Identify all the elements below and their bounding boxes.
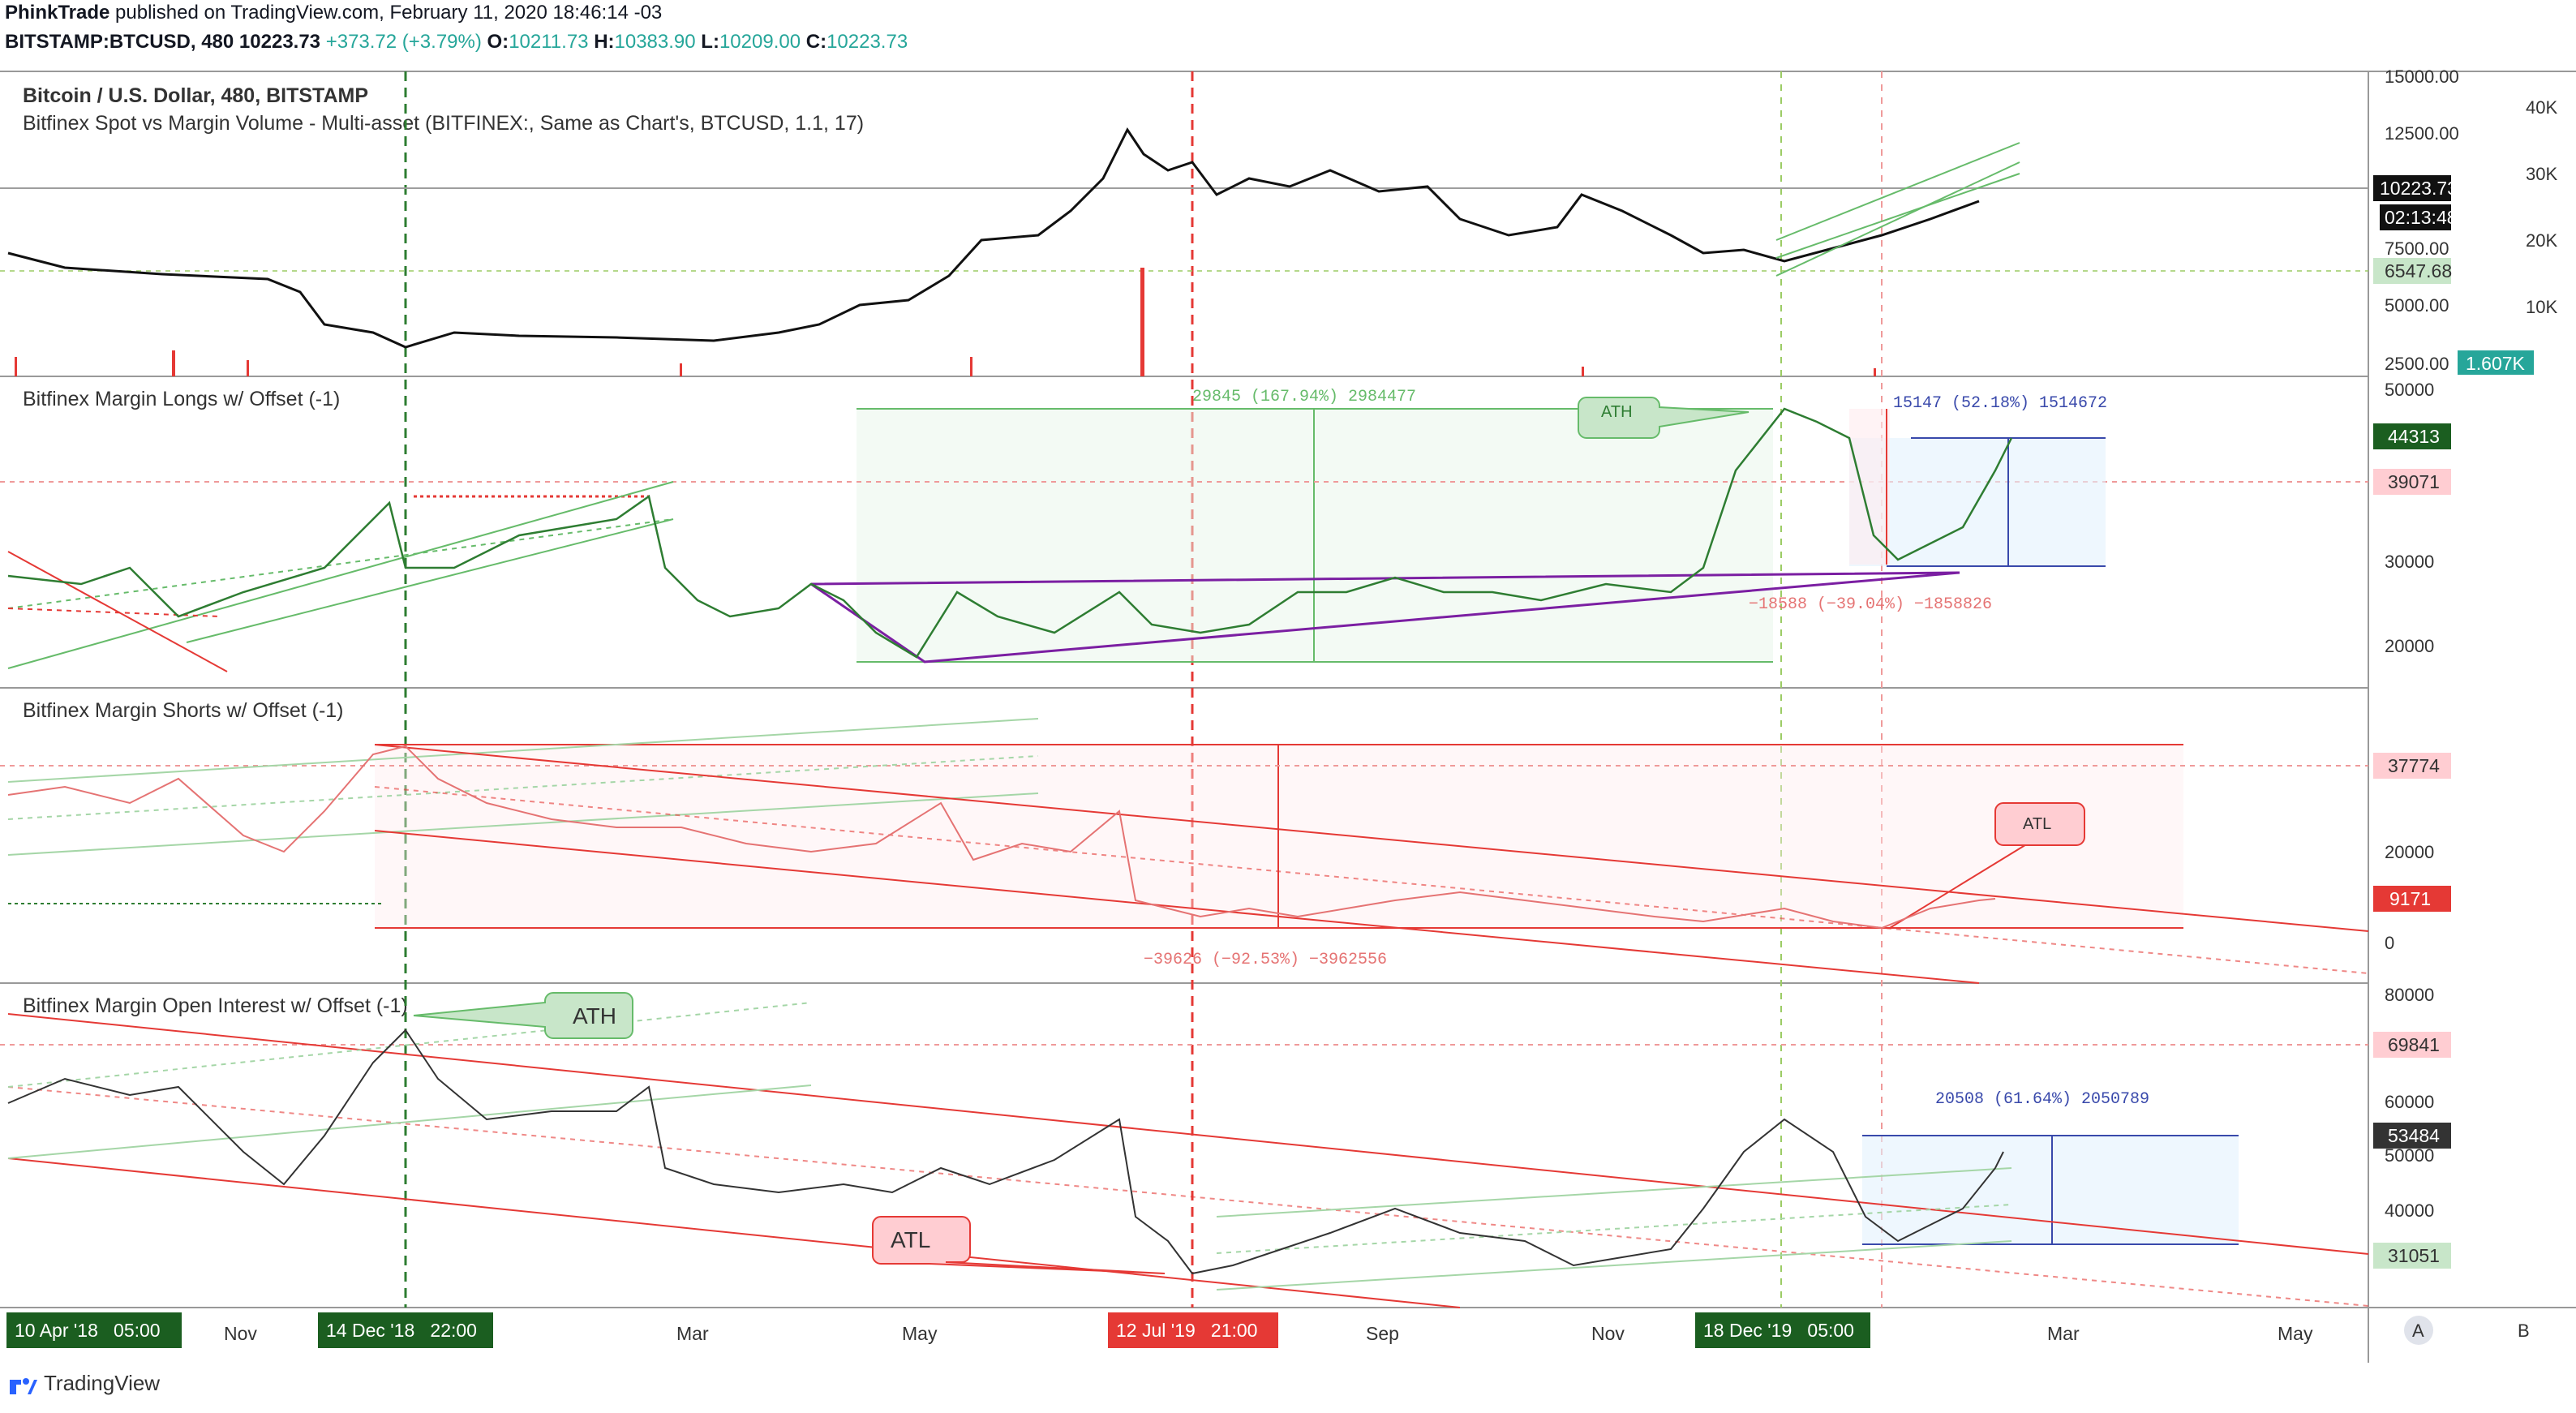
close-label: C: [805,31,827,53]
high-value: 10383.90 [614,31,696,53]
shorts-tick-20000: 20000 [2385,842,2434,862]
price-tick-15000: 15000.00 [2385,67,2459,87]
longs-tick-20000: 20000 [2385,636,2434,656]
time-tick-mar-20: Mar [2047,1323,2080,1344]
longs-ath-text: ATH [1601,403,1633,421]
scale-button-a-label: A [2412,1321,2424,1341]
longs-down-label: −18588 (−39.04%) −1858826 [1749,595,1992,614]
longs-up-label: 15147 (52.18%) 1514672 [1893,394,2107,413]
oi-line [7,1029,2004,1275]
oi-atl-text: ATL [891,1227,930,1252]
price-tick-12500: 12500.00 [2385,123,2459,144]
callout-oi-ath[interactable] [413,992,633,1039]
time-marker-apr-18: 10 Apr '18 05:00 [15,1320,161,1341]
time-marker-dec-19: 18 Dec '19 05:00 [1703,1320,1854,1341]
shorts-line [7,745,1996,930]
longs-value-label: 44313 [2388,426,2440,447]
price-tick-7500: 7500.00 [2385,238,2449,259]
pane-subtitle-volume: Bitfinex Spot vs Margin Volume - Multi-a… [23,112,865,135]
current-price-label: 10223.73 [2380,178,2458,199]
time-tick-nov-19: Nov [1591,1323,1625,1344]
time-marker-jul-19: 12 Jul '19 21:00 [1116,1320,1257,1341]
pane-title-shorts: Bitfinex Margin Shorts w/ Offset (-1) [23,699,344,722]
vol-tick-40k: 40K [2526,97,2557,118]
btc-price-line [7,127,1980,349]
oi-ath-text: ATH [573,1003,616,1029]
shorts-atl-text: ATL [2023,815,2051,833]
time-tick-may-19: May [902,1323,938,1344]
callout-oi-atl[interactable] [872,1216,1166,1274]
low-label: L: [701,31,719,53]
shorts-drop-label: −39626 (−92.53%) −3962556 [1144,951,1387,969]
symbol: BITSTAMP:BTCUSD, 480 [5,31,234,53]
price-change: +373.72 (+3.79%) [325,31,482,53]
pane-title-oi: Bitfinex Margin Open Interest w/ Offset … [23,994,408,1017]
scale-button-b-label: B [2518,1321,2530,1341]
shorts-value-label: 9171 [2389,888,2431,909]
time-tick-sep-19: Sep [1366,1323,1399,1344]
price-tick-5000: 5000.00 [2385,295,2449,316]
shorts-tick-0: 0 [2385,933,2394,953]
oi-support-label: 31051 [2388,1245,2440,1266]
volume-bars [15,268,1876,376]
last-price: 10223.73 [238,31,321,53]
author: PhinkTrade published on TradingView.com,… [5,2,662,24]
callout-longs-ath[interactable] [1578,397,1750,439]
countdown-label: 02:13:48 [2385,207,2458,228]
open-value: 10211.73 [509,31,589,53]
scale-button-a[interactable]: A [2404,1316,2433,1345]
longs-tick-50000: 50000 [2385,380,2434,400]
high-label: H: [594,31,615,53]
volume-label: 1.607K [2466,353,2526,374]
longs-level-label: 39071 [2388,471,2440,492]
time-tick-nov-18: Nov [224,1323,257,1344]
longs-line [7,407,2013,659]
time-tick-may-20: May [2278,1323,2313,1344]
close-value: 10223.73 [826,31,908,53]
symbol-line: BITSTAMP:BTCUSD, 480 10223.73 +373.72 (+… [5,31,908,54]
tradingview-logo[interactable]: TradingView [8,1371,160,1396]
tradingview-icon [10,1377,37,1394]
oi-up-label: 20508 (61.64%) 2050789 [1935,1090,2149,1109]
pane-title-price: Bitcoin / U.S. Dollar, 480, BITSTAMP [23,84,369,107]
oi-value-label: 53484 [2388,1125,2440,1146]
open-label: O: [487,31,509,53]
support-label: 6547.68 [2385,260,2452,281]
price-tick-2500: 2500.00 [2385,354,2449,374]
time-marker-dec-18: 14 Dec '18 22:00 [326,1320,477,1341]
vol-tick-30k: 30K [2526,164,2557,184]
oi-tick-80000: 80000 [2385,985,2434,1005]
publish-info: published on TradingView.com, February 1… [115,2,663,24]
author-name: PhinkTrade [5,2,110,24]
oi-level-label: 69841 [2388,1034,2440,1055]
shorts-level-label: 37774 [2388,755,2440,776]
pane-title-longs: Bitfinex Margin Longs w/ Offset (-1) [23,388,341,410]
oi-tick-60000: 60000 [2385,1092,2434,1112]
callout-shorts-atl[interactable] [1994,802,2085,846]
time-tick-mar-19: Mar [676,1323,709,1344]
scale-button-b[interactable]: B [2518,1321,2530,1341]
longs-range-label: 29845 (167.94%) 2984477 [1192,388,1416,406]
oi-tick-40000: 40000 [2385,1200,2434,1221]
longs-tick-30000: 30000 [2385,552,2434,572]
vol-tick-10k: 10K [2526,297,2557,317]
tradingview-brand: TradingView [44,1371,161,1395]
vol-tick-20k: 20K [2526,230,2557,251]
oi-tick-50000: 50000 [2385,1145,2434,1166]
low-value: 10209.00 [719,31,801,53]
